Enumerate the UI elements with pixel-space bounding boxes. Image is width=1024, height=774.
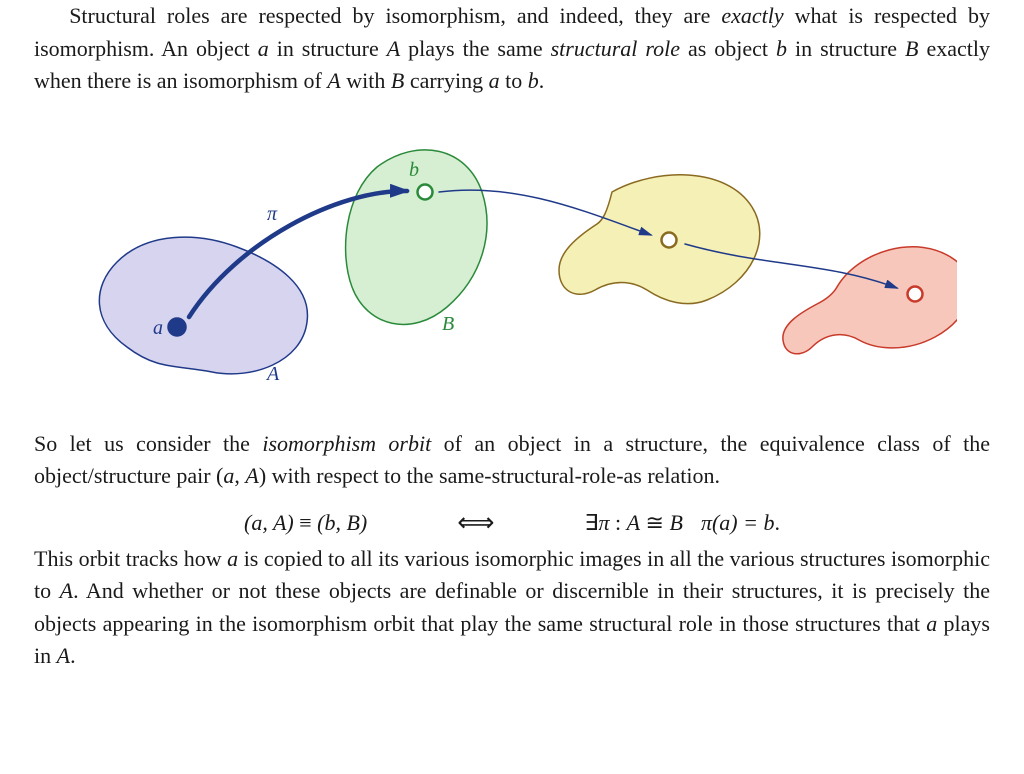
eq-A: A xyxy=(627,510,640,535)
var-A: A xyxy=(387,36,400,61)
eq-colon: : xyxy=(609,510,626,535)
p1-text: to xyxy=(500,68,528,93)
paragraph-3: This orbit tracks how a is copied to all… xyxy=(34,543,990,673)
var-a: a xyxy=(489,68,500,93)
var-B: B xyxy=(391,68,404,93)
eq-lhs2: (b, B) xyxy=(312,510,368,535)
var-a: a xyxy=(258,36,269,61)
eq-of-a: (a) = b xyxy=(712,510,775,535)
p3-text: This orbit tracks how xyxy=(34,546,227,571)
p1-text: Structural roles are respected by isomor… xyxy=(69,3,721,28)
point-D xyxy=(908,286,923,301)
var-b: b xyxy=(528,68,539,93)
point-label-B: b xyxy=(409,159,419,181)
eq-pi2: π xyxy=(701,510,712,535)
var-A: A xyxy=(245,463,258,488)
p1-emph-exactly: exactly xyxy=(721,3,783,28)
var-a: a xyxy=(227,546,238,571)
var-b: b xyxy=(776,36,787,61)
var-A: A xyxy=(60,578,73,603)
p2-text: ) with respect to the same-structural-ro… xyxy=(259,463,720,488)
p1-text: with xyxy=(341,68,391,93)
blob-A xyxy=(99,237,307,374)
p1-text: in structure xyxy=(787,36,905,61)
p1-emph-structural-role: structural role xyxy=(551,36,680,61)
eq-iff: ⟺ xyxy=(457,508,494,537)
p1-text: . xyxy=(539,68,545,93)
page: Structural roles are respected by isomor… xyxy=(0,0,1024,673)
var-a: a xyxy=(223,463,234,488)
eq-dot: . xyxy=(774,510,780,535)
var-a: a xyxy=(926,611,937,636)
p1-text: in structure xyxy=(269,36,387,61)
p3-text: . And whether or not these objects are d… xyxy=(34,578,990,636)
eq-exists: ∃ xyxy=(585,510,599,535)
isomorphism-orbit-figure: π a Ab B xyxy=(67,112,957,422)
p2-text: , xyxy=(234,463,245,488)
eq-pi: π xyxy=(598,510,609,535)
p2-text: So let us consider the xyxy=(34,431,262,456)
p2-emph-iso-orbit: isomorphism orbit xyxy=(262,431,431,456)
p1-text: plays the same xyxy=(400,36,550,61)
equivalence-equation: (a, A) ≡ (b, B)⟺∃π : A ≅ Bπ(a) = b. xyxy=(34,507,990,537)
arrow-label-pi: π xyxy=(267,203,278,225)
figure-svg: π a Ab B xyxy=(67,112,957,422)
eq-equiv: ≡ xyxy=(299,510,311,535)
p1-text: carrying xyxy=(404,68,488,93)
eq-lhs: (a, A) xyxy=(244,510,299,535)
blob-D xyxy=(783,246,957,353)
point-label-A: a xyxy=(153,317,163,339)
var-A: A xyxy=(327,68,340,93)
paragraph-1: Structural roles are respected by isomor… xyxy=(34,0,990,98)
point-A xyxy=(169,318,186,335)
point-C xyxy=(662,232,677,247)
blob-label-A: A xyxy=(265,363,280,385)
point-B xyxy=(418,184,433,199)
paragraph-2: So let us consider the isomorphism orbit… xyxy=(34,428,990,493)
p3-text: . xyxy=(70,643,76,668)
blob-C xyxy=(559,174,760,303)
blob-label-B: B xyxy=(442,313,454,335)
var-A: A xyxy=(57,643,70,668)
eq-cong: ≅ xyxy=(640,510,669,535)
eq-B: B xyxy=(669,510,682,535)
var-B: B xyxy=(905,36,918,61)
p1-text: as object xyxy=(680,36,776,61)
